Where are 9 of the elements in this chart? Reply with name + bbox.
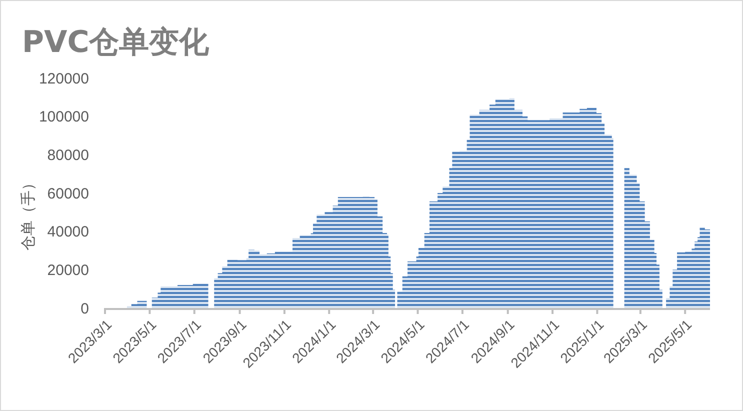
y-tick-label: 80000: [47, 146, 89, 164]
y-tick-label: 100000: [38, 108, 89, 126]
y-axis-title: 仓单（手）: [19, 176, 37, 250]
chart-title: PVC仓单变化: [22, 25, 210, 60]
y-tick-label: 20000: [47, 262, 89, 279]
y-tick-label: 120000: [38, 70, 89, 88]
y-tick-label: 60000: [47, 185, 89, 202]
y-tick-label: 0: [80, 300, 89, 318]
y-tick-label: 40000: [47, 224, 89, 241]
